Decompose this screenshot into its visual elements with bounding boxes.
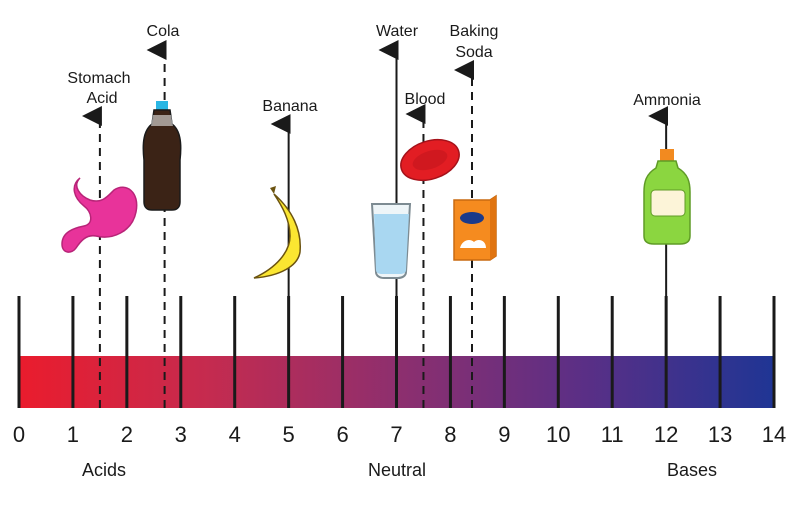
- stomach-icon: [61, 177, 138, 253]
- baking-soda-label-line2: Soda: [455, 44, 492, 61]
- tick-label-6: 6: [336, 422, 348, 447]
- banana-label: Banana: [262, 98, 317, 115]
- cola-bottle-icon: [142, 101, 182, 211]
- tick-label-11: 11: [601, 422, 624, 447]
- cola-label: Cola: [147, 23, 180, 40]
- tick-label-13: 13: [708, 422, 732, 447]
- banana-icon: [253, 186, 301, 279]
- tick-label-1: 1: [67, 422, 79, 447]
- tick-label-3: 3: [175, 422, 187, 447]
- tick-label-8: 8: [444, 422, 456, 447]
- tick-label-14: 14: [762, 422, 786, 447]
- baking-soda-box-icon: [453, 194, 497, 261]
- tick-label-9: 9: [498, 422, 510, 447]
- tick-label-5: 5: [283, 422, 295, 447]
- blood-label: Blood: [405, 91, 446, 108]
- ph-tick-labels: 0 1 2 3 4 5 6 7 8 9 10 11 12 13 14: [13, 422, 786, 447]
- tick-label-0: 0: [13, 422, 25, 447]
- tick-label-12: 12: [654, 422, 678, 447]
- blood-cell-icon: [400, 138, 460, 182]
- water-glass-icon: [370, 203, 412, 279]
- ammonia-bottle-icon: [643, 149, 691, 245]
- stomach-acid-label-line2: Acid: [86, 90, 117, 107]
- neutral-label: Neutral: [368, 460, 426, 480]
- tick-label-2: 2: [121, 422, 133, 447]
- acids-label: Acids: [82, 460, 126, 480]
- tick-label-4: 4: [229, 422, 241, 447]
- ammonia-label: Ammonia: [633, 92, 701, 109]
- tick-label-7: 7: [390, 422, 402, 447]
- baking-soda-label-line1: Baking: [450, 23, 499, 40]
- water-label: Water: [376, 23, 419, 40]
- tick-label-10: 10: [546, 422, 570, 447]
- bases-label: Bases: [667, 460, 717, 480]
- stomach-acid-label-line1: Stomach: [67, 70, 130, 87]
